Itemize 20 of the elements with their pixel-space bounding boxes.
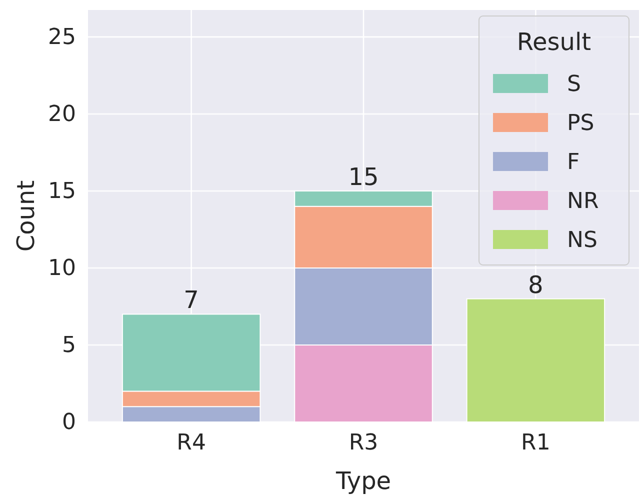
legend-label: NS	[567, 228, 598, 253]
total-label: 8	[528, 270, 544, 299]
y-tick-label: 20	[48, 102, 76, 128]
x-tick-label: R4	[176, 430, 206, 456]
legend-title: Result	[516, 28, 592, 56]
y-tick-label: 10	[48, 256, 76, 282]
x-tick-label: R3	[348, 430, 378, 456]
y-tick-label: 25	[48, 24, 76, 50]
legend-label: NR	[567, 189, 599, 214]
y-tick-label: 5	[62, 333, 76, 358]
legend-label: F	[567, 150, 580, 175]
total-label: 7	[184, 286, 199, 314]
total-label: 15	[348, 162, 379, 191]
legend-label: PS	[567, 111, 594, 136]
y-axis-title: Count	[12, 180, 40, 252]
legend-label: S	[567, 72, 581, 97]
x-axis-title: Type	[334, 467, 392, 495]
y-tick-label: 0	[62, 410, 76, 436]
y-tick-label: 15	[48, 179, 76, 204]
x-tick-label: R1	[521, 430, 550, 456]
